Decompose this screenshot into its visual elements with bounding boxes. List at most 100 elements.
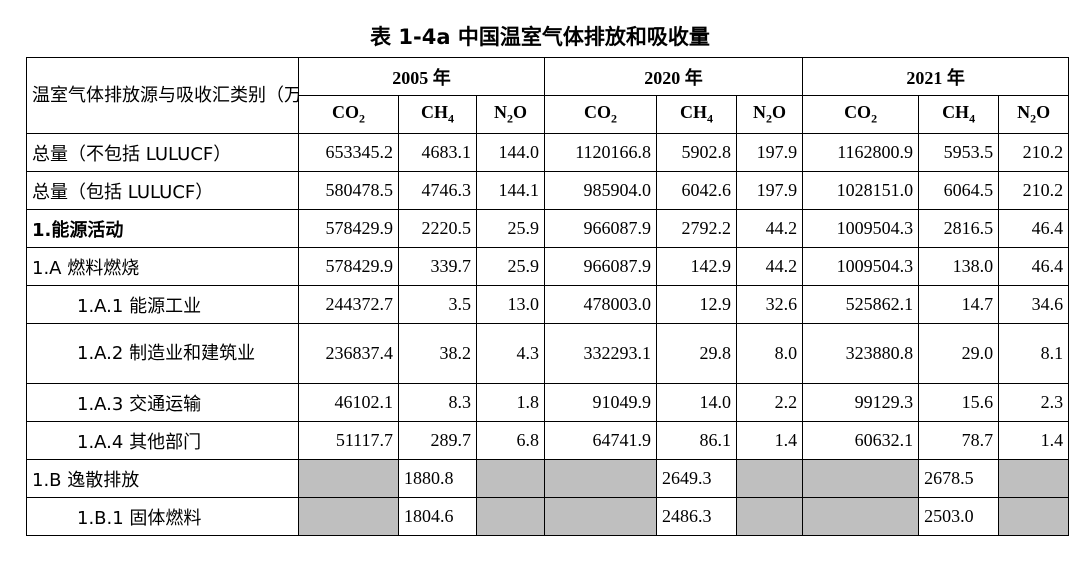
value-cell: 2.2 [736, 383, 804, 422]
value-cell: 4683.1 [398, 133, 477, 172]
value-cell: 1.4 [736, 421, 804, 460]
value-cell: 4746.3 [398, 171, 477, 210]
value-cell: 1009504.3 [802, 209, 920, 248]
gas-header-ch4: CH4 [656, 95, 738, 134]
value-cell: 46102.1 [298, 383, 399, 422]
value-cell: 6.8 [475, 421, 546, 460]
gas-header-ch4: CH4 [398, 95, 477, 134]
empty-shaded-cell [475, 497, 546, 536]
row-label: 1.A.4 其他部门 [26, 421, 299, 460]
value-cell: 210.2 [998, 133, 1070, 172]
row-label: 1.A.2 制造业和建筑业 [26, 323, 299, 384]
value-cell: 29.0 [918, 323, 1000, 384]
row-label: 1.A.3 交通运输 [26, 383, 299, 422]
year-header-2020: 2020 年 [544, 57, 804, 96]
value-cell: 44.2 [736, 247, 804, 286]
value-cell: 6042.6 [656, 171, 738, 210]
value-cell: 3.5 [398, 285, 477, 324]
value-cell: 1880.8 [398, 459, 477, 498]
value-cell: 653345.2 [298, 133, 399, 172]
empty-shaded-cell [544, 497, 658, 536]
value-cell: 966087.9 [544, 247, 658, 286]
table-row: 1.B.1 固体燃料 1804.6 2486.3 2503.0 [26, 497, 1070, 536]
value-cell: 51117.7 [298, 421, 399, 460]
empty-shaded-cell [802, 459, 920, 498]
empty-shaded-cell [736, 459, 804, 498]
gas-header-co2: CO2 [298, 95, 399, 134]
header-row-gases: CO2 CH4 N2O CO2 CH4 N2O CO2 CH4 N2O [27, 95, 1070, 134]
value-cell: 525862.1 [802, 285, 920, 324]
gas-header-n2o: N2O [736, 95, 804, 134]
empty-shaded-cell [298, 459, 399, 498]
value-cell: 210.2 [998, 171, 1070, 210]
value-cell: 2816.5 [918, 209, 1000, 248]
empty-shaded-cell [298, 497, 399, 536]
value-cell: 2486.3 [656, 497, 738, 536]
table-row: 总量（包括 LULUCF） 580478.5 4746.3 144.1 985904.0… [26, 171, 1070, 210]
value-cell: 144.1 [475, 171, 546, 210]
value-cell: 1.4 [998, 421, 1070, 460]
value-cell: 12.9 [656, 285, 738, 324]
value-cell: 4.3 [475, 323, 546, 384]
table-row: 1.A 燃料燃烧 578429.9 339.7 25.9 966087.9 142.9 44… [26, 247, 1070, 286]
table-row: 1.A.3 交通运输 46102.1 8.3 1.8 91049.9 14.0 2.2 991… [26, 383, 1070, 422]
row-label: 1.B.1 固体燃料 [26, 497, 299, 536]
table-row: 总量（不包括 LULUCF） 653345.2 4683.1 144.0 1120166… [26, 133, 1070, 172]
value-cell: 1028151.0 [802, 171, 920, 210]
value-cell: 14.0 [656, 383, 738, 422]
value-cell: 60632.1 [802, 421, 920, 460]
value-cell: 14.7 [918, 285, 1000, 324]
table-row: 1.A.1 能源工业 244372.7 3.5 13.0 478003.0 12.9 32.… [26, 285, 1070, 324]
empty-shaded-cell [998, 459, 1070, 498]
emissions-table: 温室气体排放源与吸收汇类别（万吨） 2005 年 2020 年 2021 年 C… [26, 57, 1070, 536]
value-cell: 13.0 [475, 285, 546, 324]
value-cell: 1804.6 [398, 497, 477, 536]
row-label: 总量（不包括 LULUCF） [26, 133, 299, 172]
value-cell: 578429.9 [298, 209, 399, 248]
value-cell: 91049.9 [544, 383, 658, 422]
empty-shaded-cell [736, 497, 804, 536]
value-cell: 2792.2 [656, 209, 738, 248]
value-cell: 2.3 [998, 383, 1070, 422]
value-cell: 2678.5 [918, 459, 1000, 498]
value-cell: 578429.9 [298, 247, 399, 286]
value-cell: 6064.5 [918, 171, 1000, 210]
value-cell: 339.7 [398, 247, 477, 286]
value-cell: 289.7 [398, 421, 477, 460]
row-label: 1.B 逸散排放 [26, 459, 299, 498]
value-cell: 15.6 [918, 383, 1000, 422]
year-header-2005: 2005 年 [297, 57, 546, 96]
table-row: 1.能源活动 578429.9 2220.5 25.9 966087.9 2792.2 44… [26, 209, 1070, 248]
value-cell: 1009504.3 [802, 247, 920, 286]
table-row: 1.A.2 制造业和建筑业 236837.4 38.2 4.3 332293.1 29.8… [26, 323, 1070, 384]
value-cell: 32.6 [736, 285, 804, 324]
value-cell: 5953.5 [918, 133, 1000, 172]
gas-header-ch4: CH4 [918, 95, 1000, 134]
value-cell: 78.7 [918, 421, 1000, 460]
value-cell: 44.2 [736, 209, 804, 248]
category-header: 温室气体排放源与吸收汇类别（万吨） [26, 57, 299, 134]
value-cell: 142.9 [656, 247, 738, 286]
value-cell: 2220.5 [398, 209, 477, 248]
year-header-2021: 2021 年 [802, 57, 1070, 96]
value-cell: 966087.9 [544, 209, 658, 248]
value-cell: 197.9 [736, 171, 804, 210]
row-label: 1.能源活动 [26, 209, 299, 248]
header-row-years: 温室气体排放源与吸收汇类别（万吨） 2005 年 2020 年 2021 年 [26, 57, 1070, 134]
value-cell: 580478.5 [298, 171, 399, 210]
value-cell: 323880.8 [802, 323, 920, 384]
value-cell: 332293.1 [544, 323, 658, 384]
value-cell: 197.9 [736, 133, 804, 172]
empty-shaded-cell [544, 459, 658, 498]
value-cell: 1162800.9 [802, 133, 920, 172]
value-cell: 34.6 [998, 285, 1070, 324]
value-cell: 5902.8 [656, 133, 738, 172]
value-cell: 46.4 [998, 209, 1070, 248]
table-title: 表 1-4a 中国温室气体排放和吸收量 [370, 25, 710, 49]
row-label: 总量（包括 LULUCF） [26, 171, 299, 210]
value-cell: 244372.7 [298, 285, 399, 324]
gas-header-co2: CO2 [802, 95, 920, 134]
value-cell: 138.0 [918, 247, 1000, 286]
value-cell: 8.1 [998, 323, 1070, 384]
value-cell: 144.0 [475, 133, 546, 172]
